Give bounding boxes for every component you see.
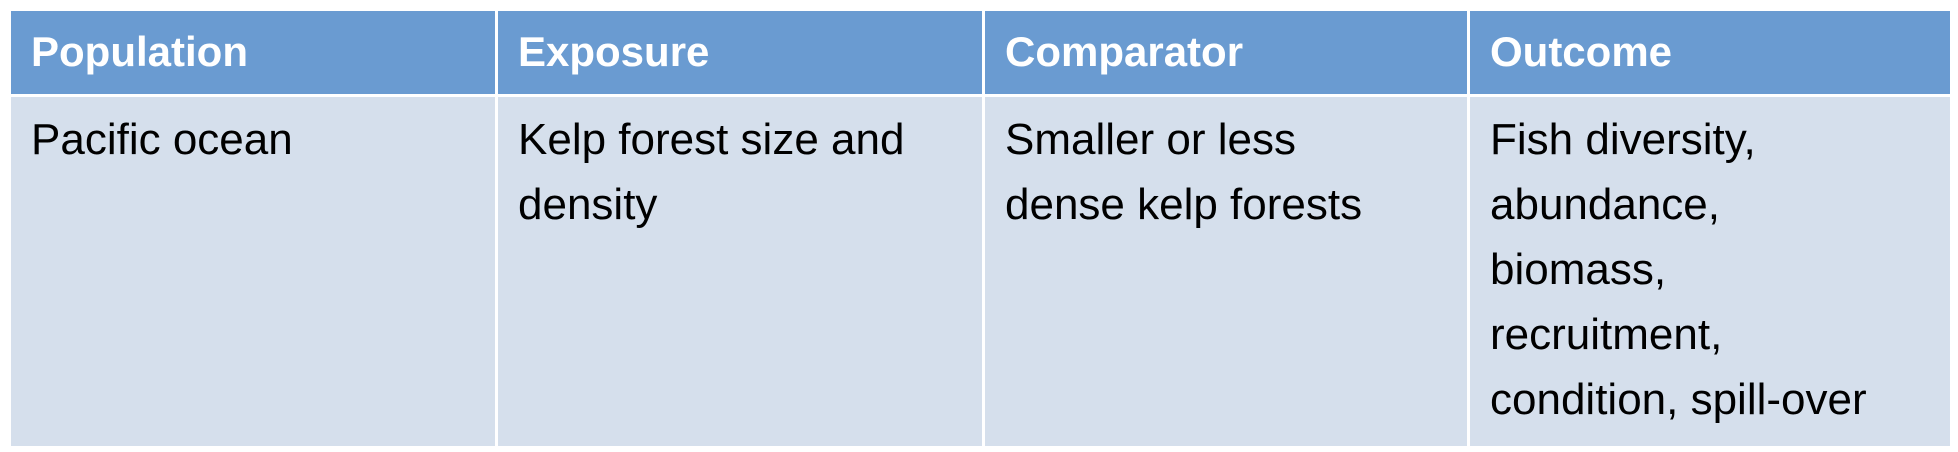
cell-comparator: Smaller or less dense kelp forests bbox=[982, 94, 1470, 449]
table-header-row: Population Exposure Comparator Outcome bbox=[8, 8, 1953, 97]
cell-exposure: Kelp forest size and density bbox=[495, 94, 985, 449]
pico-table: Population Exposure Comparator Outcome P… bbox=[8, 8, 1953, 449]
header-exposure: Exposure bbox=[495, 8, 985, 97]
header-population: Population bbox=[8, 8, 498, 97]
header-comparator: Comparator bbox=[982, 8, 1470, 97]
table-row: Pacific ocean Kelp forest size and densi… bbox=[8, 94, 1953, 449]
cell-population: Pacific ocean bbox=[8, 94, 498, 449]
cell-outcome: Fish diversity, abundance, biomass, recr… bbox=[1467, 94, 1953, 449]
header-outcome: Outcome bbox=[1467, 8, 1953, 97]
